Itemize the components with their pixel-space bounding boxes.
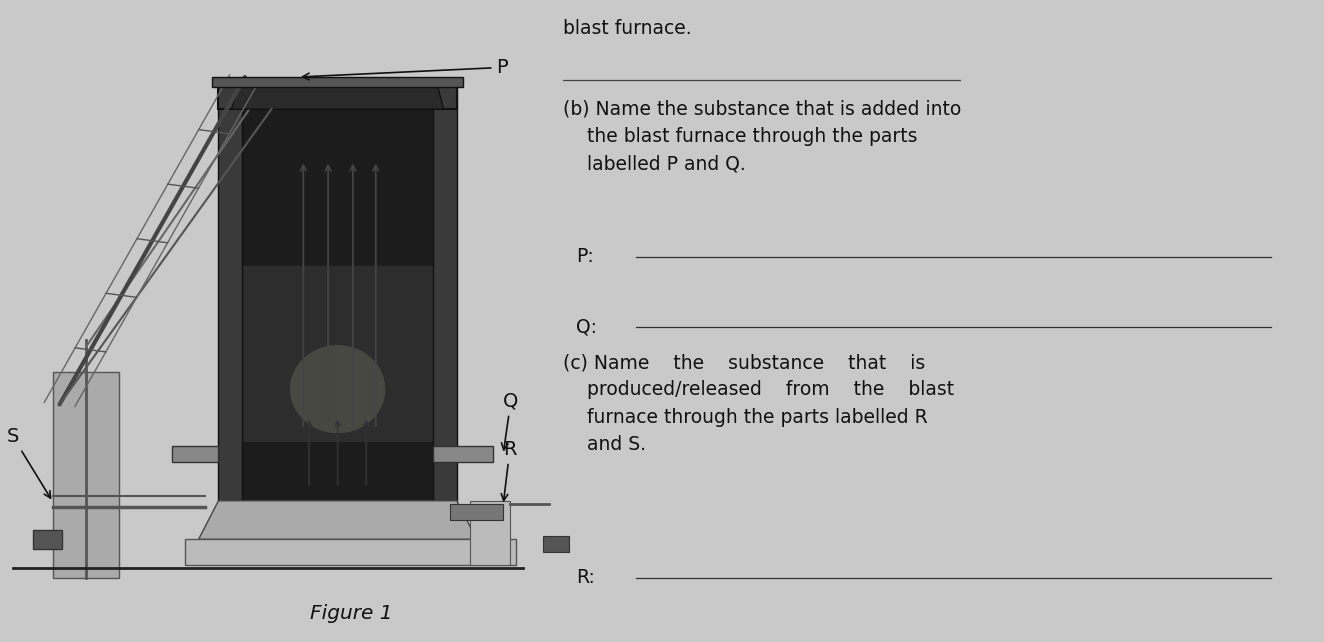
Bar — [470, 501, 510, 565]
Bar — [172, 446, 218, 462]
Text: R:: R: — [576, 568, 594, 587]
Polygon shape — [232, 83, 444, 109]
Bar — [242, 109, 433, 501]
Bar — [212, 77, 463, 87]
Bar — [218, 83, 457, 109]
Text: S: S — [7, 427, 50, 498]
Text: Q:: Q: — [576, 318, 597, 337]
Text: P:: P: — [576, 247, 593, 266]
Text: R: R — [502, 440, 516, 501]
Polygon shape — [236, 266, 440, 442]
Text: Q: Q — [502, 392, 519, 450]
Polygon shape — [199, 501, 477, 539]
Bar — [185, 539, 516, 565]
Bar — [450, 504, 503, 520]
Text: Figure 1: Figure 1 — [310, 603, 392, 623]
Bar — [218, 83, 242, 501]
Bar — [53, 372, 119, 578]
Text: P: P — [302, 58, 508, 80]
Ellipse shape — [290, 345, 385, 433]
Text: blast furnace.: blast furnace. — [563, 19, 691, 39]
Bar — [433, 83, 457, 501]
Bar — [33, 530, 62, 549]
Text: (b) Name the substance that is added into
    the blast furnace through the part: (b) Name the substance that is added int… — [563, 100, 961, 173]
Text: (c) Name    the    substance    that    is
    produced/released    from    the : (c) Name the substance that is produced/… — [563, 353, 953, 454]
Bar — [433, 446, 493, 462]
Bar — [543, 536, 569, 552]
